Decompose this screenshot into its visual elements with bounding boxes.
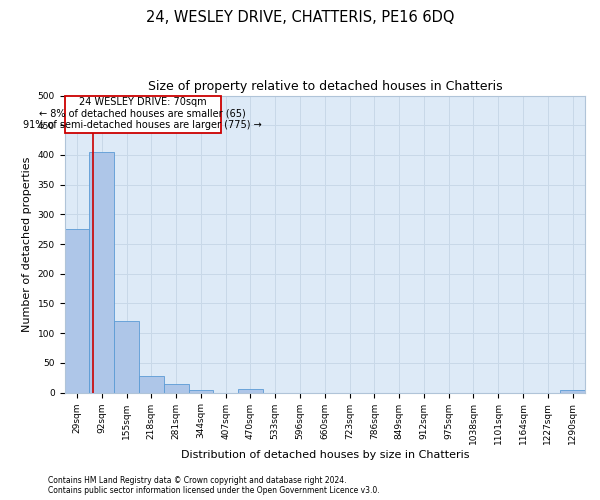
FancyBboxPatch shape <box>65 96 221 133</box>
X-axis label: Distribution of detached houses by size in Chatteris: Distribution of detached houses by size … <box>181 450 469 460</box>
Text: 24 WESLEY DRIVE: 70sqm: 24 WESLEY DRIVE: 70sqm <box>79 98 206 108</box>
Bar <box>164 384 188 392</box>
Text: ← 8% of detached houses are smaller (65): ← 8% of detached houses are smaller (65) <box>40 108 246 118</box>
Text: 91% of semi-detached houses are larger (775) →: 91% of semi-detached houses are larger (… <box>23 120 262 130</box>
Bar <box>188 390 214 392</box>
Bar <box>65 229 89 392</box>
Bar <box>238 389 263 392</box>
Bar <box>560 390 585 392</box>
Text: Contains HM Land Registry data © Crown copyright and database right 2024.
Contai: Contains HM Land Registry data © Crown c… <box>48 476 380 495</box>
Y-axis label: Number of detached properties: Number of detached properties <box>22 156 32 332</box>
Text: 24, WESLEY DRIVE, CHATTERIS, PE16 6DQ: 24, WESLEY DRIVE, CHATTERIS, PE16 6DQ <box>146 10 454 25</box>
Bar <box>89 152 114 392</box>
Bar <box>139 376 164 392</box>
Title: Size of property relative to detached houses in Chatteris: Size of property relative to detached ho… <box>148 80 502 93</box>
Bar <box>114 322 139 392</box>
